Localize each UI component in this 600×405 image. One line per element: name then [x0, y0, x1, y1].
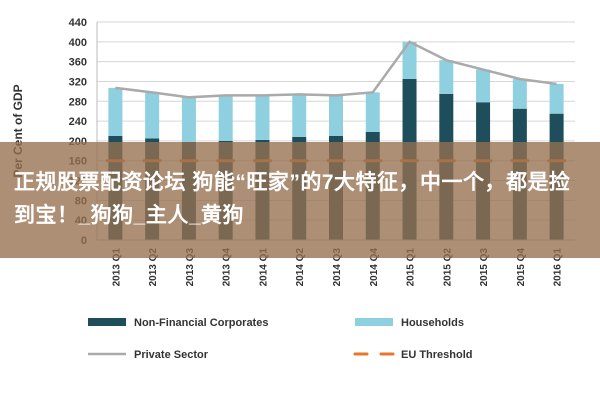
bar-households — [329, 95, 343, 136]
bar-households — [439, 60, 454, 94]
bar-households — [145, 92, 160, 139]
watermark-banner: 正规股票配资论坛 狗能“旺家”的7大特征，中一个，都是捡到宝！_狗狗_主人_黄狗 — [0, 142, 600, 258]
x-tick-label: 2015 Q3 — [479, 248, 490, 287]
banner-text: 正规股票配资论坛 狗能“旺家”的7大特征，中一个，都是捡到宝！_狗狗_主人_黄狗 — [14, 171, 571, 227]
legend-non-financial-corporates-swatch — [88, 318, 126, 326]
bar-households — [292, 94, 307, 137]
y-tick-label: 280 — [69, 96, 87, 108]
line-private-sector — [115, 40, 557, 99]
y-tick-label: 360 — [69, 57, 87, 69]
x-tick-label: 2015 Q1 — [406, 248, 417, 287]
y-tick-label: 320 — [69, 76, 87, 88]
x-tick-label: 2015 Q2 — [442, 248, 453, 287]
legend-non-financial-corporates-label: Non-Financial Corporates — [134, 317, 268, 329]
legend-eu-threshold-label: EU Threshold — [401, 349, 473, 361]
legend-private-sector-label: Private Sector — [134, 349, 209, 361]
legend-households-label: Households — [401, 317, 464, 329]
bar-households — [365, 92, 380, 132]
x-tick-label: 2014 Q1 — [258, 248, 269, 287]
bar-households — [108, 87, 123, 136]
x-tick-label: 2015 Q4 — [516, 248, 527, 287]
x-tick-label: 2014 Q2 — [295, 248, 306, 287]
x-tick-label: 2014 Q3 — [332, 248, 343, 287]
bar-households — [402, 41, 417, 79]
legend-households-swatch — [355, 318, 393, 326]
x-tick-label: 2013 Q3 — [185, 248, 196, 287]
y-tick-label: 440 — [69, 17, 87, 29]
bar-households — [549, 83, 564, 114]
bar-households — [181, 97, 196, 142]
x-tick-label: 2013 Q4 — [222, 248, 233, 287]
bar-households — [476, 69, 491, 103]
bar-households — [255, 95, 270, 140]
y-tick-label: 240 — [69, 116, 87, 128]
bar-households — [512, 78, 527, 109]
bar-households — [218, 95, 233, 141]
x-tick-label: 2013 Q1 — [111, 248, 122, 287]
x-tick-label: 2013 Q2 — [148, 248, 159, 287]
y-tick-label: 400 — [69, 37, 87, 49]
x-tick-label: 2014 Q4 — [369, 248, 380, 287]
x-tick-label: 2016 Q1 — [553, 248, 564, 287]
